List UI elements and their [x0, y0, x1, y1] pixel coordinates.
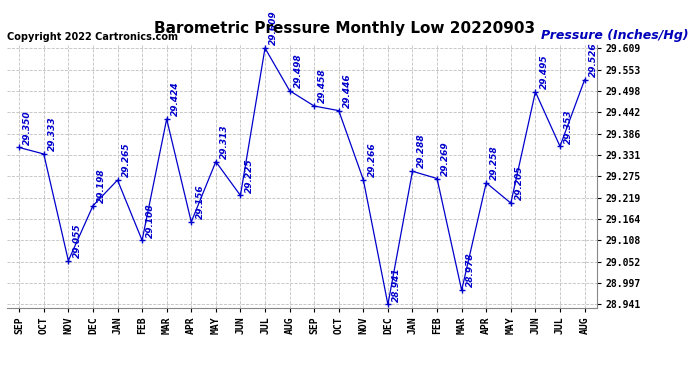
Text: 29.424: 29.424	[171, 82, 180, 116]
Text: 29.258: 29.258	[491, 146, 500, 180]
Text: Pressure (Inches/Hg): Pressure (Inches/Hg)	[541, 29, 689, 42]
Text: 29.495: 29.495	[540, 54, 549, 89]
Text: 29.266: 29.266	[368, 142, 377, 177]
Text: 29.609: 29.609	[269, 10, 278, 45]
Text: 29.313: 29.313	[220, 124, 229, 159]
Text: 29.446: 29.446	[343, 73, 352, 108]
Text: 29.265: 29.265	[121, 142, 130, 177]
Text: 29.198: 29.198	[97, 168, 106, 203]
Text: 29.156: 29.156	[195, 184, 204, 219]
Text: 29.225: 29.225	[244, 158, 254, 193]
Text: Copyright 2022 Cartronics.com: Copyright 2022 Cartronics.com	[7, 32, 178, 42]
Text: 29.288: 29.288	[417, 134, 426, 168]
Text: 29.526: 29.526	[589, 42, 598, 77]
Text: 29.055: 29.055	[72, 223, 81, 258]
Text: 29.269: 29.269	[441, 141, 451, 176]
Text: Barometric Pressure Monthly Low 20220903: Barometric Pressure Monthly Low 20220903	[155, 21, 535, 36]
Text: 29.108: 29.108	[146, 203, 155, 237]
Text: 29.498: 29.498	[294, 53, 303, 88]
Text: 29.353: 29.353	[564, 109, 573, 144]
Text: 29.350: 29.350	[23, 110, 32, 145]
Text: 28.978: 28.978	[466, 253, 475, 288]
Text: 29.205: 29.205	[515, 166, 524, 200]
Text: 29.458: 29.458	[318, 69, 327, 103]
Text: 29.333: 29.333	[48, 117, 57, 151]
Text: 28.941: 28.941	[392, 267, 401, 302]
